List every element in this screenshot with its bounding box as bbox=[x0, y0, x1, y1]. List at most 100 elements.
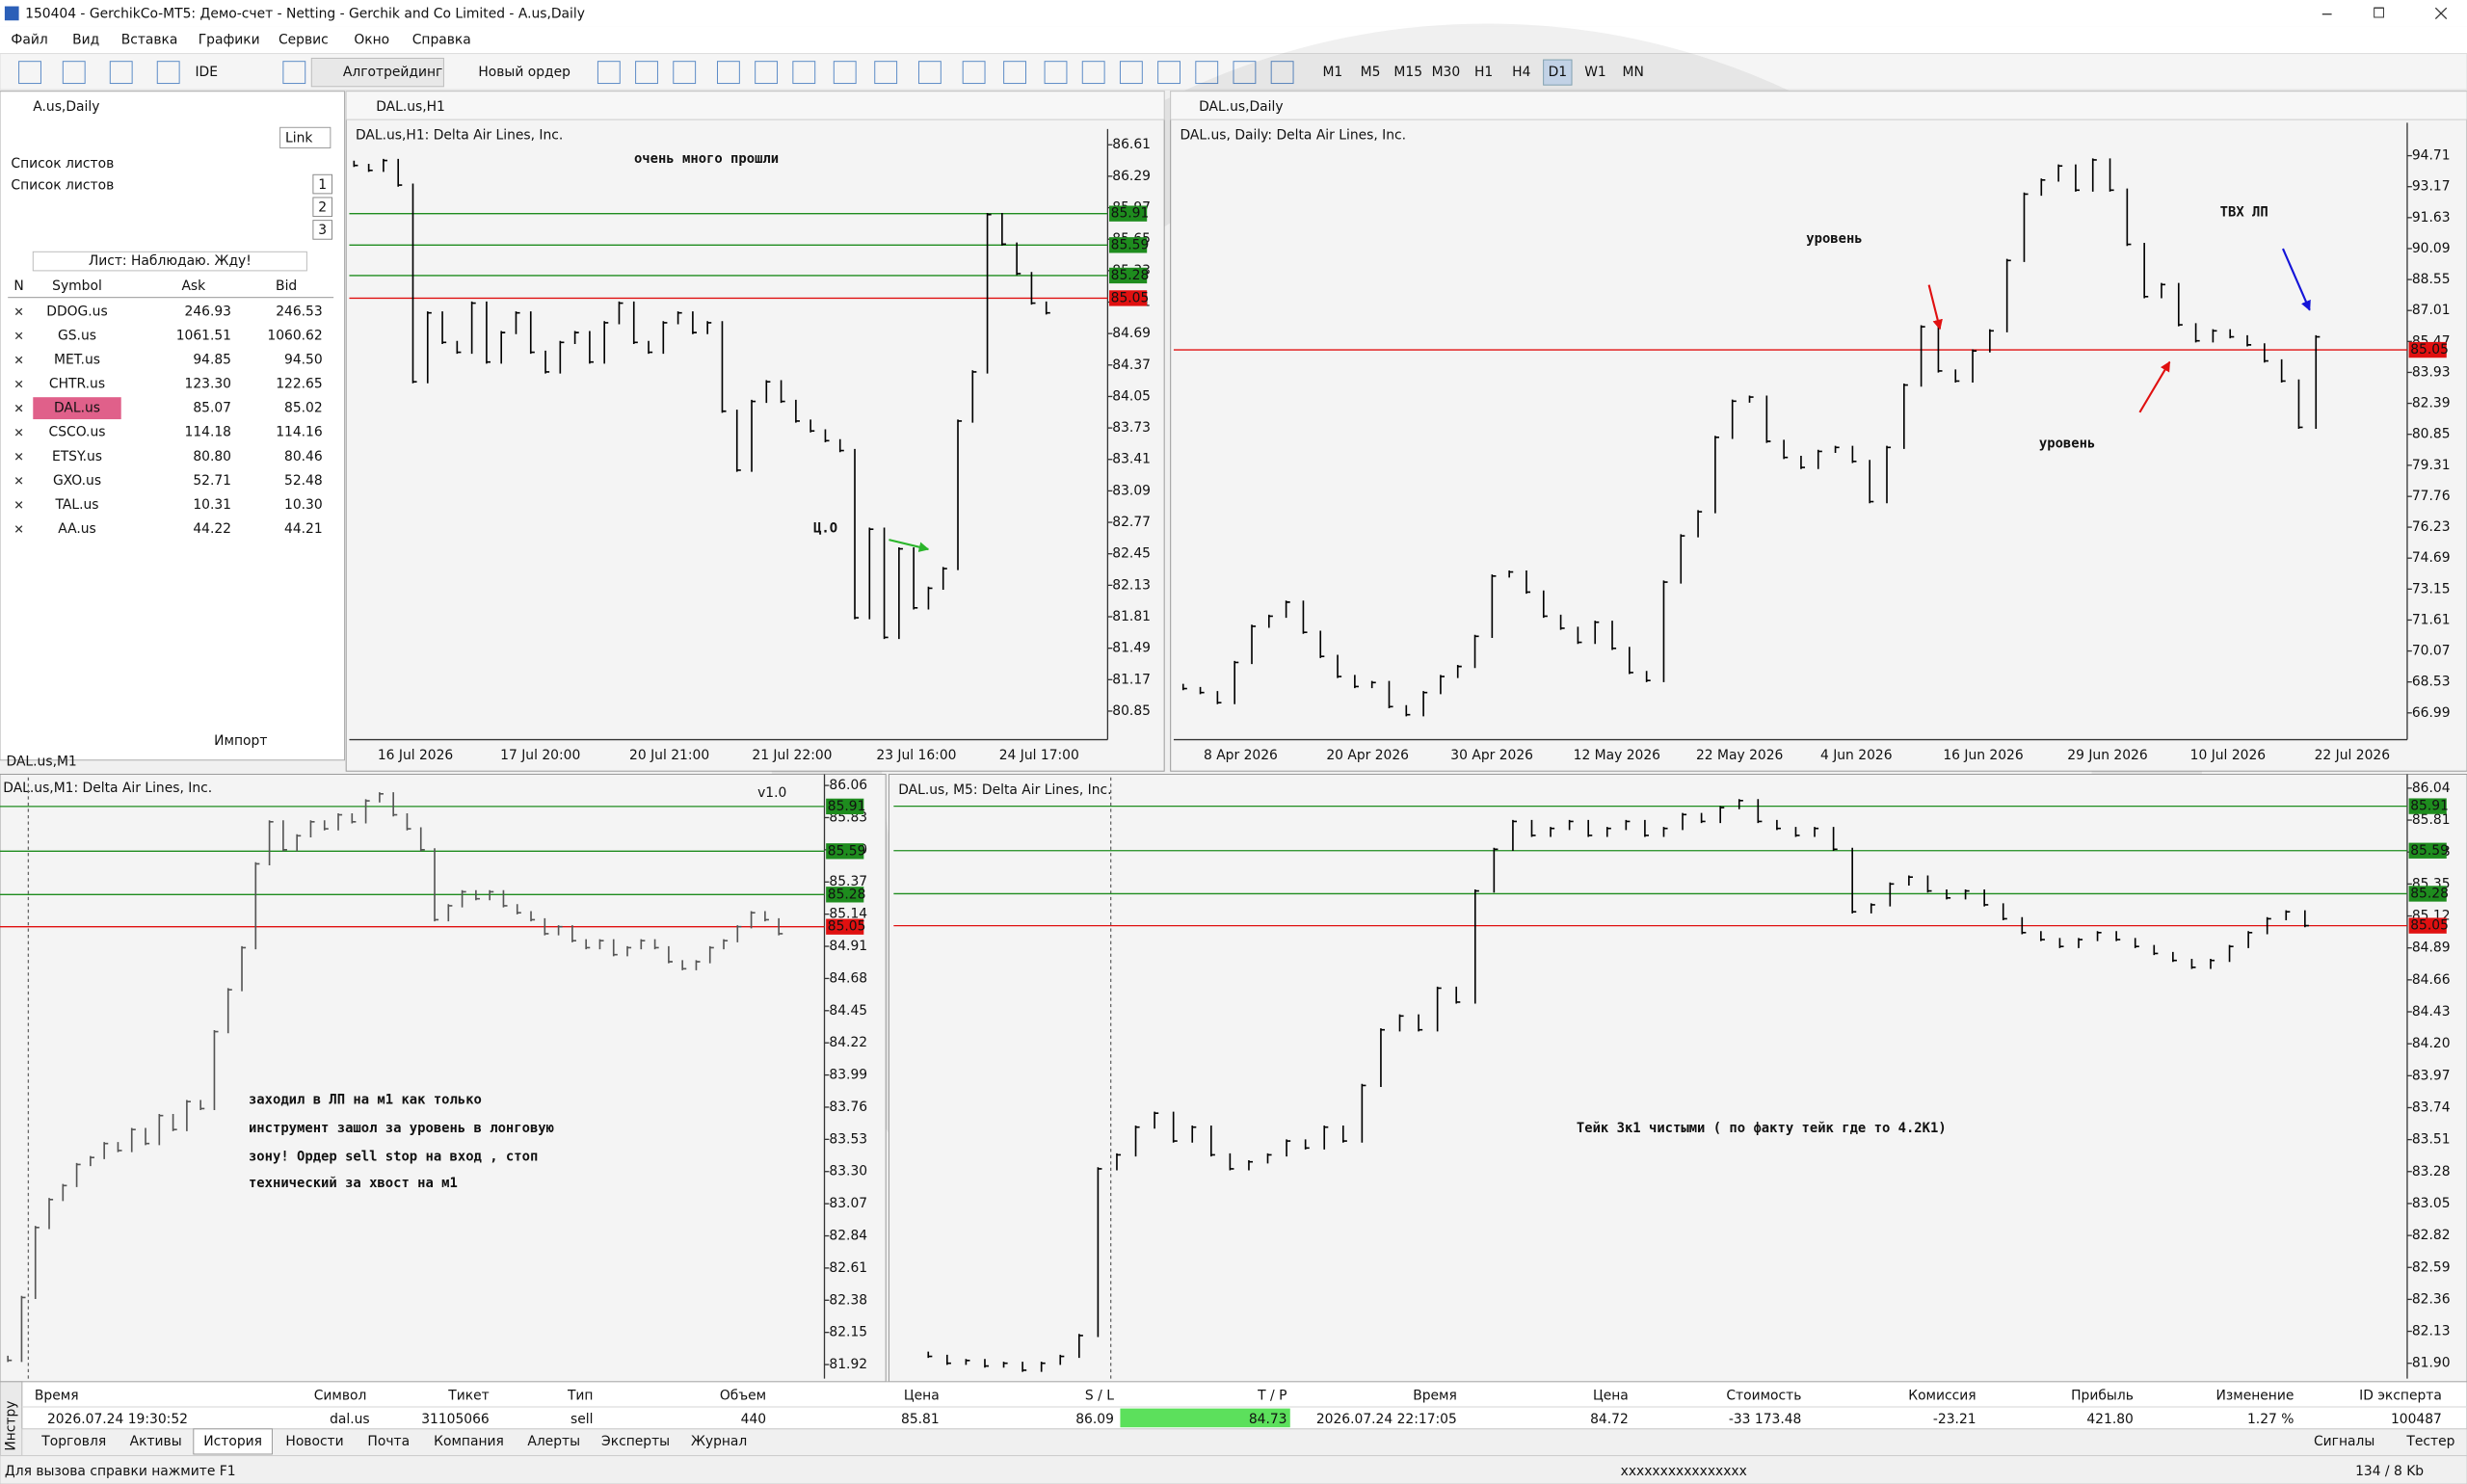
price-bar bbox=[1267, 614, 1273, 628]
tab[interactable]: Активы bbox=[130, 1434, 182, 1449]
column-header: Цена bbox=[904, 1389, 940, 1404]
remove-icon bbox=[14, 453, 23, 461]
selected-row bbox=[33, 397, 121, 420]
symbol[interactable]: AA.us bbox=[58, 521, 96, 537]
tab[interactable]: Новости bbox=[285, 1434, 343, 1449]
tab[interactable]: Сигналы bbox=[2314, 1434, 2374, 1449]
timeframe-button[interactable]: D1 bbox=[1549, 65, 1567, 80]
tab[interactable]: История bbox=[203, 1434, 262, 1449]
price-bar bbox=[2109, 158, 2114, 192]
symbol[interactable]: CSCO.us bbox=[49, 425, 106, 440]
symbol[interactable]: DDOG.us bbox=[46, 304, 107, 319]
timeframe-button[interactable]: MN bbox=[1623, 65, 1644, 80]
tab[interactable]: Почта bbox=[367, 1434, 410, 1449]
price-bar bbox=[241, 945, 247, 992]
level-box bbox=[826, 843, 864, 860]
menu-item[interactable]: Графики bbox=[199, 33, 260, 48]
menu-item[interactable]: Сервис bbox=[279, 33, 329, 48]
tab[interactable]: Торговля bbox=[40, 1434, 106, 1449]
price-bar bbox=[585, 939, 591, 950]
arrow bbox=[1927, 284, 1943, 331]
price-bar bbox=[1418, 1014, 1423, 1032]
price-label: 86.61 bbox=[1112, 137, 1151, 152]
time-label: 4 Jun 2026 bbox=[1820, 748, 1893, 763]
tab[interactable]: Алерты bbox=[527, 1434, 580, 1449]
timeframe-button[interactable]: H1 bbox=[1474, 65, 1493, 80]
annotation: уровень bbox=[1806, 231, 1862, 247]
price-bar bbox=[2315, 334, 2321, 430]
timeframe-button[interactable]: M5 bbox=[1361, 65, 1381, 80]
price-bar bbox=[419, 827, 425, 852]
symbol[interactable]: GS.us bbox=[58, 328, 96, 343]
toolbar-button[interactable]: IDE bbox=[195, 65, 218, 80]
tab[interactable]: Эксперты bbox=[601, 1434, 670, 1449]
import-button[interactable]: Импорт bbox=[214, 733, 267, 749]
chart-window bbox=[0, 773, 887, 1383]
price-bar bbox=[1341, 1126, 1347, 1143]
tab[interactable]: Компания bbox=[434, 1434, 504, 1449]
menu-item[interactable]: Справка bbox=[412, 33, 471, 48]
toolbar-button[interactable]: Алготрейдинг bbox=[343, 65, 442, 80]
timeframe-button[interactable]: M30 bbox=[1432, 65, 1461, 80]
toolbar-icon bbox=[282, 61, 306, 85]
price-label: 83.28 bbox=[2412, 1164, 2451, 1179]
list-tab-label[interactable]: 3 bbox=[318, 223, 327, 238]
price-bar bbox=[1776, 819, 1781, 831]
symbol[interactable]: TAL.us bbox=[54, 497, 98, 513]
ask: 1061.51 bbox=[176, 328, 231, 343]
price-bar bbox=[2190, 959, 2196, 969]
timeframe-button[interactable]: M15 bbox=[1393, 65, 1422, 80]
symbol[interactable]: GXO.us bbox=[53, 473, 101, 489]
menu-item[interactable]: Вставка bbox=[121, 33, 178, 48]
annotation: технический за хвост на м1 bbox=[249, 1176, 458, 1191]
symbol[interactable]: MET.us bbox=[54, 352, 100, 367]
price-bar bbox=[723, 939, 729, 950]
cell: -33 173.48 bbox=[1729, 1412, 1802, 1427]
symbol[interactable]: CHTR.us bbox=[49, 377, 105, 392]
price-bar bbox=[868, 527, 874, 620]
price-bar bbox=[1800, 456, 1806, 469]
link-button[interactable]: Link bbox=[285, 131, 312, 146]
list-tab-label[interactable]: 1 bbox=[318, 177, 327, 193]
cell: dal.us bbox=[330, 1412, 370, 1427]
timeframe-button[interactable]: W1 bbox=[1584, 65, 1606, 80]
price-bar bbox=[965, 1359, 970, 1365]
price-bar bbox=[434, 848, 439, 922]
price-bar bbox=[780, 380, 785, 404]
symbol[interactable]: ETSY.us bbox=[52, 449, 102, 464]
price-bar bbox=[309, 820, 315, 837]
annotation: Тейк 3к1 чистыми ( по факту тейк где то … bbox=[1577, 1121, 1947, 1136]
price-bar bbox=[1319, 630, 1325, 658]
level-label: 85.28 bbox=[828, 887, 866, 902]
ask: 85.07 bbox=[193, 401, 231, 416]
price-bar bbox=[296, 834, 302, 852]
menu-item[interactable]: Файл bbox=[11, 33, 47, 48]
price-bar bbox=[411, 183, 417, 384]
toolbar-button[interactable]: Новый ордер bbox=[478, 65, 570, 80]
menu-item[interactable]: Окно bbox=[354, 33, 389, 48]
remove-icon bbox=[14, 525, 23, 533]
bid: 122.65 bbox=[276, 377, 322, 392]
price-bar bbox=[2246, 334, 2252, 347]
toolbar-icon bbox=[874, 61, 898, 85]
price-bar bbox=[383, 158, 387, 172]
list-tab-label[interactable]: 2 bbox=[318, 200, 327, 216]
price-bar bbox=[1493, 847, 1499, 893]
tab[interactable]: Журнал bbox=[691, 1434, 747, 1449]
column-header: Symbol bbox=[52, 278, 102, 294]
symbol[interactable]: DAL.us bbox=[54, 401, 100, 416]
cell: 2026.07.24 22:17:05 bbox=[1316, 1412, 1457, 1427]
price-label: 68.53 bbox=[2412, 675, 2451, 690]
tab[interactable]: Тестер bbox=[2405, 1434, 2454, 1449]
remove-icon bbox=[14, 356, 23, 364]
price-label: 82.61 bbox=[829, 1260, 867, 1276]
timeframe-button[interactable]: H4 bbox=[1512, 65, 1530, 80]
timeframe-button[interactable]: M1 bbox=[1322, 65, 1342, 80]
price-bar bbox=[1302, 600, 1308, 634]
price-bar bbox=[1937, 325, 1943, 373]
price-bar bbox=[1662, 827, 1668, 837]
tp-cell bbox=[1120, 1408, 1290, 1428]
time-label: 8 Apr 2026 bbox=[1204, 748, 1278, 763]
time-label: 24 Jul 17:00 bbox=[999, 748, 1079, 763]
menu-item[interactable]: Вид bbox=[72, 33, 99, 48]
